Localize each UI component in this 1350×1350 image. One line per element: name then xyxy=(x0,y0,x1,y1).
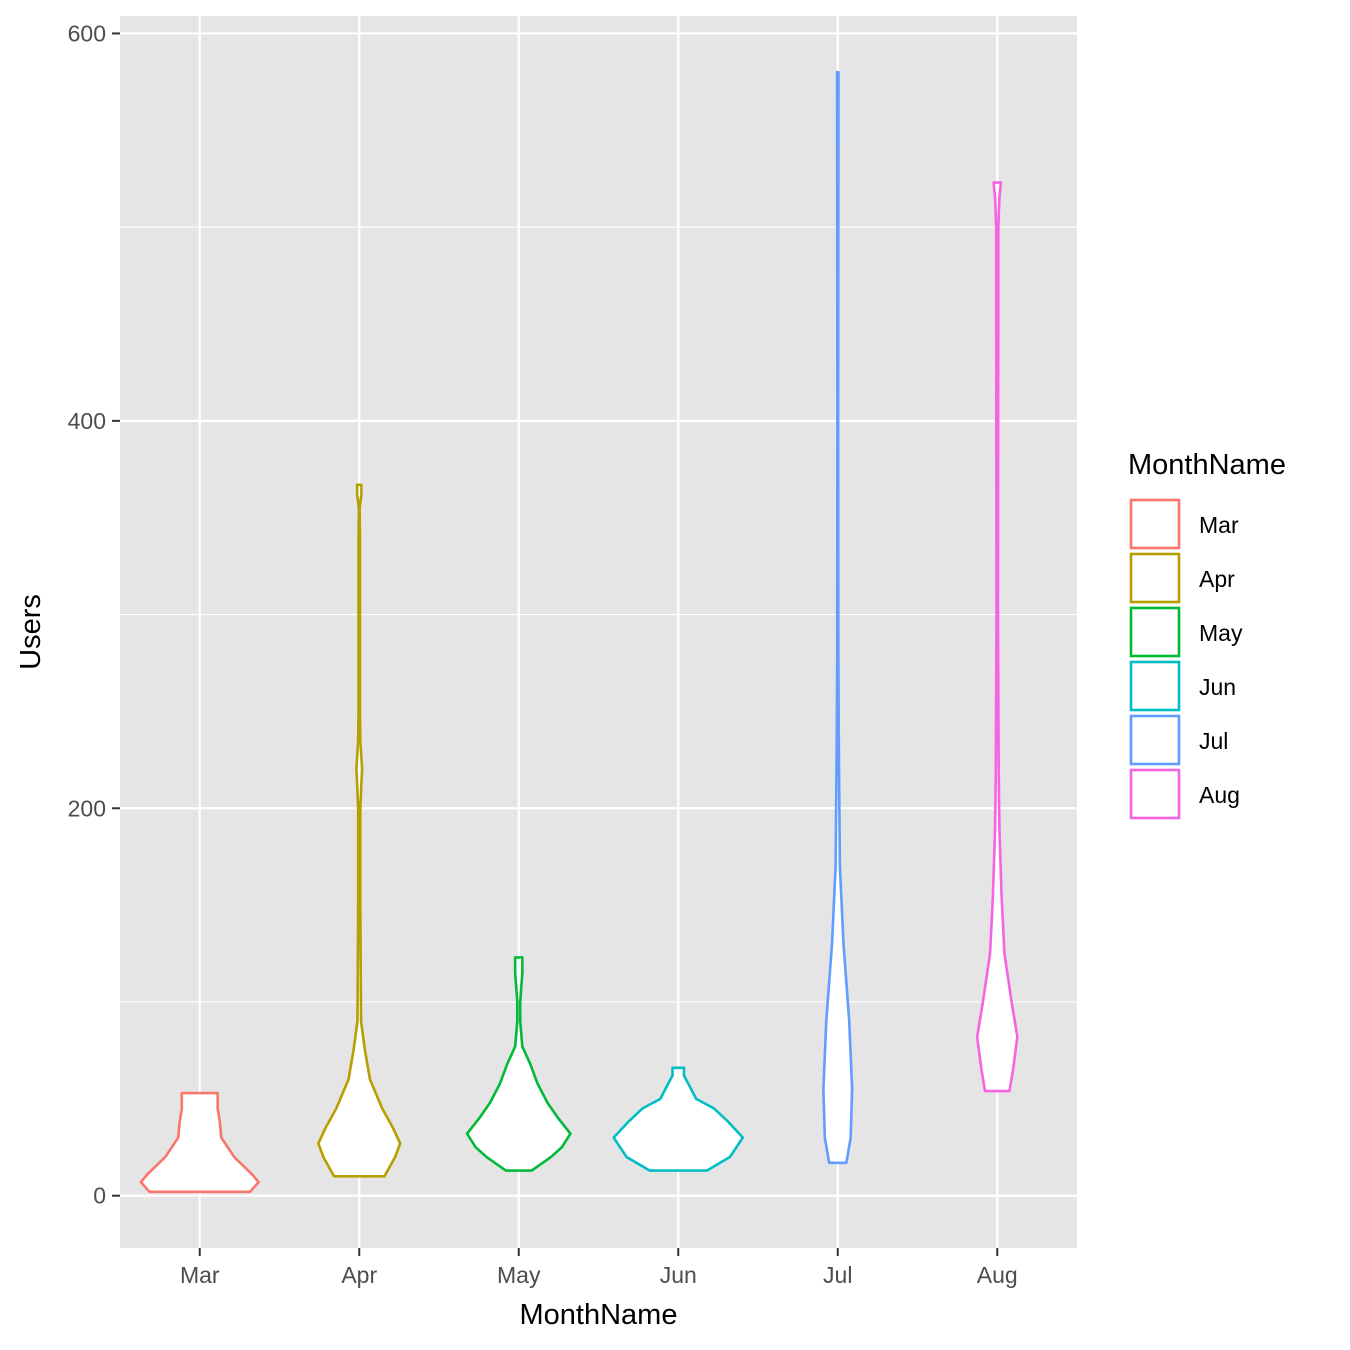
violin-mar xyxy=(139,1091,260,1194)
legend-key-jun xyxy=(1129,660,1181,712)
violins-layer xyxy=(139,70,1019,1194)
x-tick-label: Jul xyxy=(823,1262,852,1288)
y-tick-label: 0 xyxy=(93,1183,106,1209)
legend-key-aug xyxy=(1129,768,1181,820)
y-tick-label: 400 xyxy=(68,408,106,434)
legend-key-jul xyxy=(1129,714,1181,766)
x-tick-label: Jun xyxy=(660,1262,697,1288)
legend-label: Jul xyxy=(1199,728,1228,754)
legend-title: MonthName xyxy=(1128,449,1286,481)
violin-apr xyxy=(317,483,402,1178)
x-tick-label: Aug xyxy=(977,1262,1018,1288)
x-tick-label: May xyxy=(497,1262,541,1288)
legend-key-may xyxy=(1129,606,1181,658)
y-tick-label: 600 xyxy=(68,20,106,46)
x-tick-label: Mar xyxy=(180,1262,220,1288)
minor-gridlines xyxy=(120,226,1077,1003)
x-axis-title: MonthName xyxy=(520,1299,678,1331)
legend-label: May xyxy=(1199,620,1243,646)
legend: MonthName Mar Apr May Jun Jul Aug xyxy=(1128,449,1286,820)
legend-key-mar xyxy=(1129,498,1181,550)
legend-label: Aug xyxy=(1199,782,1240,808)
y-tick-label: 200 xyxy=(68,795,106,821)
y-axis: 0 200 400 600 xyxy=(68,20,120,1209)
x-tick-label: Apr xyxy=(341,1262,377,1288)
legend-label: Mar xyxy=(1199,512,1239,538)
plot-panel xyxy=(120,16,1077,1248)
violin-aug xyxy=(975,181,1019,1093)
x-axis: Mar Apr May Jun Jul Aug xyxy=(180,1248,1018,1288)
violin-jun xyxy=(612,1066,745,1172)
y-axis-title: Users xyxy=(15,594,47,670)
legend-label: Jun xyxy=(1199,674,1236,700)
legend-label: Apr xyxy=(1199,566,1235,592)
violin-may xyxy=(465,956,572,1172)
violin-jul xyxy=(822,70,854,1165)
legend-key-apr xyxy=(1129,552,1181,604)
